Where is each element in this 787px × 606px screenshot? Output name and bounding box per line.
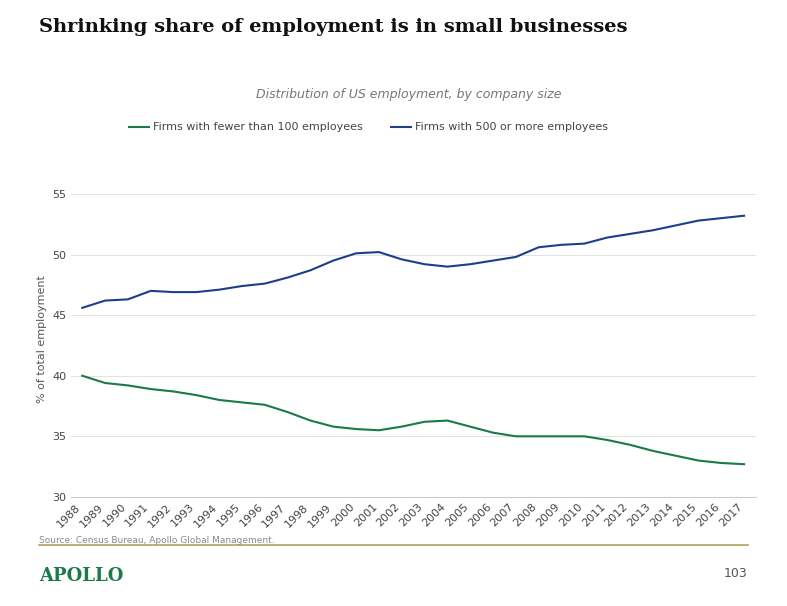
Text: Shrinking share of employment is in small businesses: Shrinking share of employment is in smal…: [39, 18, 628, 36]
Legend: Firms with fewer than 100 employees, Firms with 500 or more employees: Firms with fewer than 100 employees, Fir…: [124, 118, 612, 137]
Text: APOLLO: APOLLO: [39, 567, 124, 585]
Text: Source: Census Bureau, Apollo Global Management.: Source: Census Bureau, Apollo Global Man…: [39, 536, 275, 545]
Text: Distribution of US employment, by company size: Distribution of US employment, by compan…: [257, 88, 562, 101]
Text: 103: 103: [724, 567, 748, 579]
Y-axis label: % of total employment: % of total employment: [37, 275, 47, 404]
